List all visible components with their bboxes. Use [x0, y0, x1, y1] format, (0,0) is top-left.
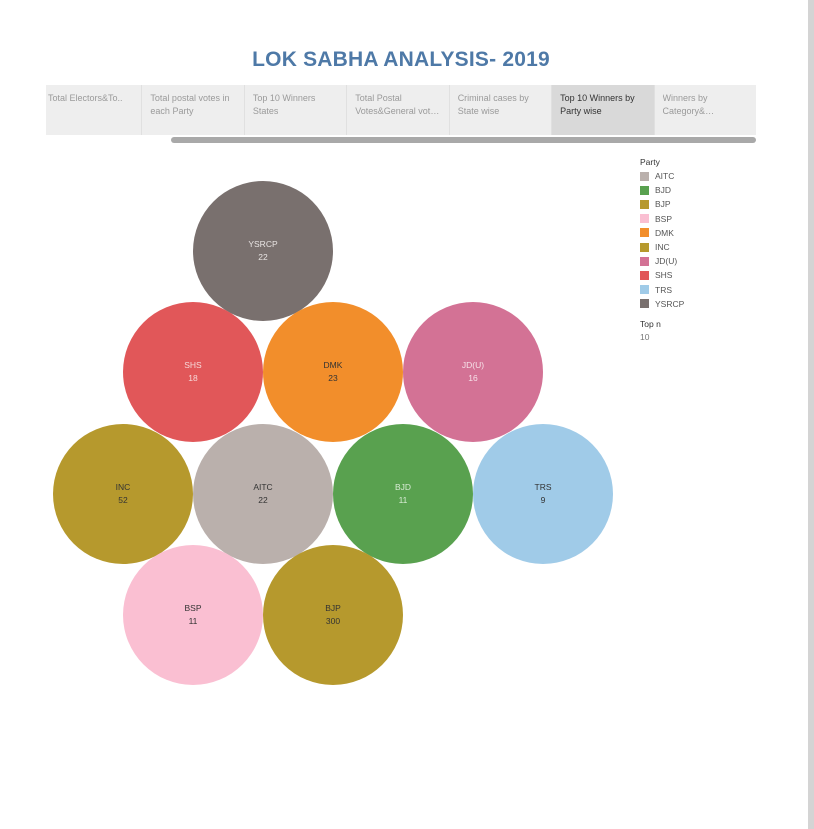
tab-total-electors[interactable]: Total Electors&To..	[46, 85, 141, 135]
bubble-value-label: 18	[188, 373, 198, 383]
legend-swatch	[640, 199, 649, 209]
bubble-dmk[interactable]: DMK 23	[263, 302, 403, 442]
legend-label: SHS	[655, 270, 673, 281]
bubble-party-label: BSP	[184, 603, 202, 613]
legend-label: BJP	[655, 199, 671, 210]
tab-top-10-winners-states[interactable]: Top 10 Winners States	[243, 85, 346, 135]
bubble-bsp[interactable]: BSP 11	[123, 545, 263, 685]
bubble-shs[interactable]: SHS 18	[123, 302, 263, 442]
bubble-party-label: YSRCP	[248, 239, 278, 249]
bubble-value-label: 300	[325, 616, 341, 626]
bubble-value-label: 11	[188, 616, 198, 626]
scrollbar-thumb[interactable]	[171, 137, 756, 143]
bubble-party-label: AITC	[253, 482, 273, 492]
legend-item[interactable]: JD(U)	[640, 254, 760, 268]
bubble-value-label: 52	[118, 495, 128, 505]
tab-total-postal-votes[interactable]: Total postal votes in each Party	[141, 85, 243, 135]
bubble-value-label: 16	[468, 373, 478, 383]
story-tabs: Total Electors&To.. Total postal votes i…	[46, 85, 756, 135]
legend-label: TRS	[655, 284, 672, 295]
legend-swatch	[640, 185, 649, 195]
bubble-value-label: 22	[258, 252, 268, 262]
party-legend: Party AITC BJD BJP BSP DMK INC JD(U) SHS TRS YSRC…	[640, 157, 760, 311]
bubble-bjd[interactable]: BJD 11	[333, 424, 473, 564]
bubble-value-label: 9	[540, 495, 546, 505]
legend-item[interactable]: YSRCP	[640, 297, 760, 311]
bubble-value-label: 22	[258, 495, 268, 505]
bubble-party-label: JD(U)	[461, 360, 485, 370]
tab-label: Total Postal Votes&General votes ..	[355, 93, 440, 116]
legend-label: BJD	[655, 185, 672, 196]
tab-winners-by-category[interactable]: Winners by Category& Educational..	[653, 85, 756, 135]
tab-label: Top 10 Winners States	[252, 93, 316, 116]
bubble-value-label: 11	[398, 495, 408, 505]
bubble-party-label: INC	[115, 482, 131, 492]
bubble-bjp[interactable]: BJP 300	[263, 545, 403, 685]
legend-label: YSRCP	[655, 298, 685, 309]
bubble-party-label: BJP	[325, 603, 341, 613]
tab-label: Total Electors&To..	[48, 93, 123, 103]
bubble-value-label: 23	[328, 373, 338, 383]
tab-label: Top 10 Winners by Party wise	[560, 93, 635, 116]
tab-label: Winners by Category& Educational..	[662, 93, 708, 116]
tab-label: Criminal cases by State wise	[457, 93, 529, 116]
tab-label: Total postal votes in each Party	[150, 93, 230, 116]
tabs-scrollbar[interactable]	[46, 137, 756, 143]
tab-postal-vs-general-votes[interactable]: Total Postal Votes&General votes ..	[346, 85, 448, 135]
legend-swatch	[640, 270, 649, 280]
bubble-trs[interactable]: TRS 9	[473, 424, 613, 564]
legend-item[interactable]: TRS	[640, 283, 760, 297]
legend-swatch	[640, 242, 649, 252]
bubble-party-label: SHS	[184, 360, 202, 370]
legend-item[interactable]: INC	[640, 240, 760, 254]
filter-title: Top n	[640, 319, 661, 329]
top-n-filter: Top n 10	[640, 319, 661, 342]
filter-value[interactable]: 10	[640, 332, 650, 342]
legend-swatch	[640, 256, 649, 266]
legend-label: DMK	[655, 227, 674, 238]
tab-criminal-cases[interactable]: Criminal cases by State wise	[448, 85, 551, 135]
legend-label: AITC	[655, 171, 675, 182]
legend-item[interactable]: DMK	[640, 226, 760, 240]
bubble-ysrcp[interactable]: YSRCP 22	[193, 181, 333, 321]
legend-swatch	[640, 171, 649, 181]
bubble-party-label: BJD	[394, 482, 412, 492]
legend-swatch	[640, 214, 649, 224]
bubble-inc[interactable]: INC 52	[53, 424, 193, 564]
tab-top-10-winners-party[interactable]: Top 10 Winners by Party wise	[551, 85, 654, 135]
bubble-party-label: TRS	[534, 482, 552, 492]
legend-item[interactable]: BSP	[640, 212, 760, 226]
bubble-jdu[interactable]: JD(U) 16	[403, 302, 543, 442]
legend-items: AITC BJD BJP BSP DMK INC JD(U) SHS TRS YSRCP	[640, 169, 760, 311]
bubble-aitc[interactable]: AITC 22	[193, 424, 333, 564]
legend-swatch	[640, 285, 649, 295]
legend-item[interactable]: BJP	[640, 197, 760, 211]
legend-item[interactable]: BJD	[640, 183, 760, 197]
legend-item[interactable]: AITC	[640, 169, 760, 183]
legend-swatch	[640, 299, 649, 309]
legend-label: INC	[655, 242, 670, 253]
legend-title: Party	[640, 157, 660, 167]
legend-swatch	[640, 228, 649, 238]
window-edge	[808, 0, 814, 829]
dashboard-title: LOK SABHA ANALYSIS- 2019	[252, 48, 550, 71]
legend-label: BSP	[655, 213, 673, 224]
legend-item[interactable]: SHS	[640, 268, 760, 282]
bubble-party-label: DMK	[323, 360, 343, 370]
legend-label: JD(U)	[655, 256, 678, 267]
